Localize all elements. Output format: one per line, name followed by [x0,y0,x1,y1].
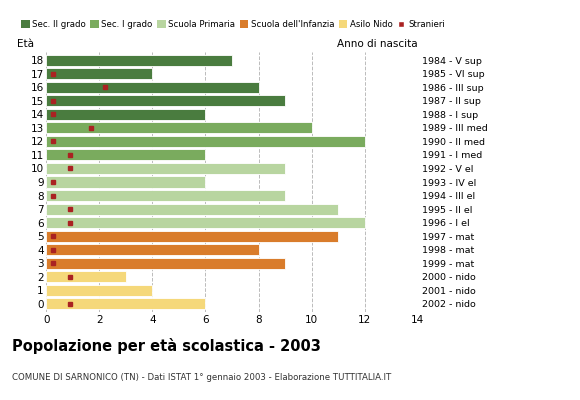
Bar [46,298,205,310]
Bar [46,109,205,120]
Bar [46,231,338,242]
Text: Età: Età [17,39,34,49]
Bar [46,163,285,174]
Bar [46,190,285,201]
Bar [46,95,285,106]
Bar [46,204,338,215]
Bar [46,244,259,255]
Text: Anno di nascita: Anno di nascita [337,39,418,49]
Bar [46,136,365,147]
Legend: Sec. II grado, Sec. I grado, Scuola Primaria, Scuola dell'Infanzia, Asilo Nido, : Sec. II grado, Sec. I grado, Scuola Prim… [21,20,445,29]
Bar [46,176,205,188]
Bar [46,122,311,133]
Bar [46,217,365,228]
Text: Popolazione per età scolastica - 2003: Popolazione per età scolastica - 2003 [12,338,321,354]
Bar [46,271,126,282]
Bar [46,149,205,160]
Bar [46,68,153,79]
Bar [46,285,153,296]
Bar [46,54,232,66]
Bar [46,258,285,269]
Bar [46,82,259,93]
Text: COMUNE DI SARNONICO (TN) - Dati ISTAT 1° gennaio 2003 - Elaborazione TUTTITALIA.: COMUNE DI SARNONICO (TN) - Dati ISTAT 1°… [12,373,391,382]
